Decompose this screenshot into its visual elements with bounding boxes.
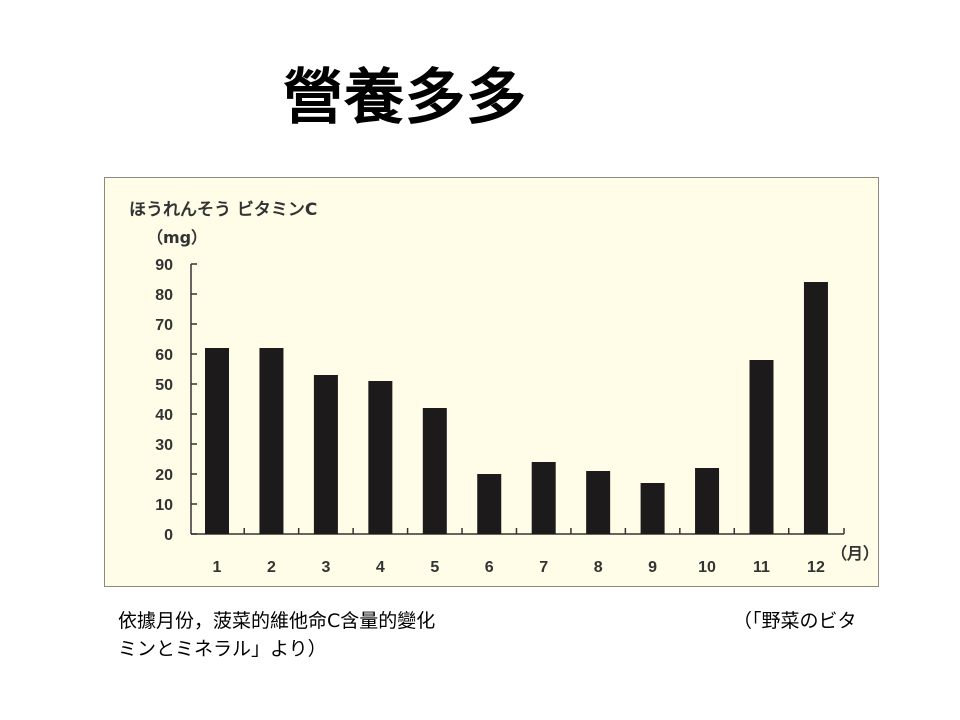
y-tick-label: 70: [155, 317, 173, 334]
y-tick-label: 10: [155, 497, 173, 514]
bar-month-6: [477, 474, 502, 534]
y-tick-label: 30: [155, 437, 173, 454]
x-tick-label: 7: [539, 559, 548, 576]
x-tick-label: 12: [807, 559, 825, 576]
x-tick-label: 1: [213, 559, 222, 576]
bar-month-9: [640, 483, 665, 534]
x-tick-label: 2: [267, 559, 276, 576]
bar-month-12: [803, 282, 828, 534]
x-tick-label: 9: [648, 559, 657, 576]
x-tick-label: 4: [376, 559, 385, 576]
bar-month-1: [205, 348, 229, 534]
y-tick-label: 80: [155, 287, 173, 304]
bar-month-7: [531, 462, 556, 534]
source-citation-part2: ミンとミネラル」より）: [118, 638, 327, 660]
y-tick-label: 40: [155, 407, 173, 424]
x-tick-label: 5: [430, 559, 439, 576]
source-citation-part1: （「野菜のビタ: [733, 610, 857, 632]
x-tick-label: 6: [485, 559, 494, 576]
y-tick-label: 60: [155, 347, 173, 364]
chart-panel: 0 10 20 30 40 50 60 70 80 90 1 2 3 4 5 6 7 8 9 10 11 12 ほうれんそ…: [104, 177, 879, 587]
chart-caption: 依據月份，菠菜的維他命C含量的變化: [118, 610, 436, 632]
y-tick-label: 90: [155, 257, 173, 274]
bar-month-4: [368, 381, 393, 534]
x-tick-label: 10: [698, 559, 716, 576]
slide-title: 營養多多: [283, 63, 527, 133]
y-tick-label: 50: [155, 377, 173, 394]
bar-month-8: [586, 471, 611, 534]
bar-month-11: [749, 360, 774, 534]
y-tick-label: 20: [155, 467, 173, 484]
bar-month-10: [695, 468, 720, 534]
bar-month-2: [259, 348, 284, 534]
chart-title: ほうれんそう ビタミンC: [129, 200, 318, 220]
x-axis-unit-label: （月）: [831, 544, 880, 563]
y-axis-unit-label: （mg）: [147, 228, 208, 247]
x-tick-label: 11: [753, 559, 770, 576]
y-tick-label: 0: [164, 527, 173, 544]
x-tick-label: 8: [594, 559, 603, 576]
bar-month-3: [313, 375, 338, 534]
bar-month-5: [422, 408, 447, 534]
x-tick-label: 3: [321, 559, 330, 576]
